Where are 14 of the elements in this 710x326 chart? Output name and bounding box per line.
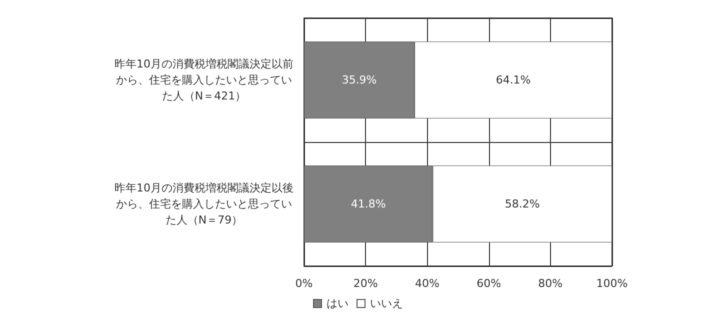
data-label: 41.8% <box>350 198 386 210</box>
x-tick-label: 0% <box>295 277 313 290</box>
y-tick-label: 昨年10月の消費税増税閣議決定以後から、住宅を購入したいと思っていた人（N＝79） <box>114 182 294 226</box>
x-tick-label: 60% <box>476 277 502 290</box>
x-tick-label: 80% <box>538 277 563 290</box>
data-label: 58.2% <box>504 198 540 210</box>
legend-label: はい <box>326 297 348 310</box>
x-tick-label: 40% <box>414 277 440 290</box>
data-label: 35.9% <box>342 74 377 86</box>
x-tick-label: 100% <box>596 277 628 290</box>
x-tick-label: 20% <box>353 277 378 290</box>
y-tick-label: 昨年10月の消費税増税閣議決定以前から、住宅を購入したいと思っていた人（N＝421） <box>114 58 294 102</box>
data-label: 64.1% <box>496 74 531 86</box>
legend-label: いいえ <box>370 297 403 310</box>
